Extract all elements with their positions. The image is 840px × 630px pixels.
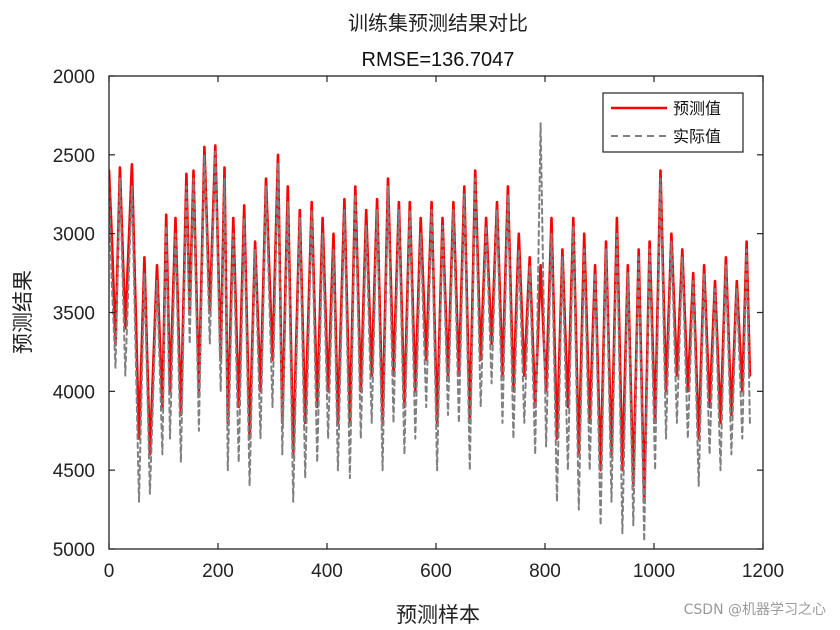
y-tick-label: 3500 bbox=[53, 304, 95, 325]
legend-label-predicted: 预测值 bbox=[673, 99, 721, 118]
y-tick-label: 3000 bbox=[53, 225, 95, 246]
plot-area bbox=[109, 122, 752, 543]
y-tick-label: 4500 bbox=[53, 461, 95, 482]
y-tick-label: 4000 bbox=[53, 382, 95, 403]
y-axis-label: 预测结果 bbox=[11, 270, 35, 354]
x-tick-label: 1200 bbox=[742, 561, 784, 582]
legend: 预测值 实际值 bbox=[602, 92, 744, 153]
x-tick-label: 0 bbox=[104, 561, 115, 582]
x-tick-label: 1000 bbox=[633, 561, 675, 582]
x-tick-label: 600 bbox=[420, 561, 452, 582]
series-line-actual bbox=[109, 122, 751, 543]
axes: 0 200 400 600 800 1000 1200 2000 2500 3000 3500 400… bbox=[53, 67, 784, 582]
watermark: CSDN @机器学习之心 bbox=[684, 602, 826, 618]
y-tick-label: 2000 bbox=[53, 67, 95, 88]
legend-box bbox=[602, 92, 744, 153]
y-tick-label: 5000 bbox=[53, 540, 95, 561]
chart-subtitle: RMSE=136.7047 bbox=[362, 49, 515, 71]
chart-title: 训练集预测结果对比 bbox=[348, 11, 528, 35]
y-tick-label: 2500 bbox=[53, 146, 95, 167]
x-tick-label: 800 bbox=[529, 561, 561, 582]
x-tick-label: 400 bbox=[311, 561, 343, 582]
x-axis-label: 预测样本 bbox=[396, 603, 480, 627]
x-tick-label: 200 bbox=[202, 561, 234, 582]
legend-label-actual: 实际值 bbox=[673, 127, 721, 146]
